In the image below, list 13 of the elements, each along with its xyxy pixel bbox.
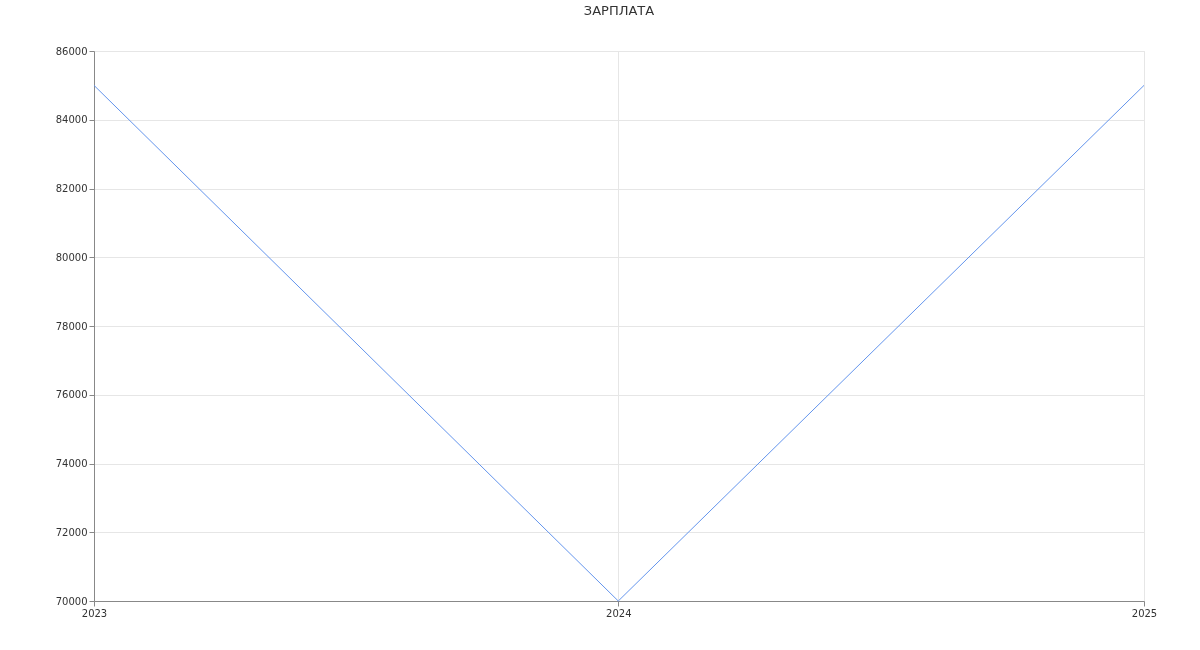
y-tick-label: 84000: [55, 114, 88, 126]
x-tick-label: 2025: [1131, 607, 1158, 619]
y-tick-label: 78000: [55, 320, 88, 332]
y-tick-label: 82000: [55, 183, 88, 194]
y-tick-label: 86000: [55, 45, 88, 57]
y-tick-label: 76000: [55, 389, 88, 401]
y-tick-label: 72000: [55, 526, 88, 538]
x-tick-label: 2023: [81, 607, 108, 619]
x-tick-label: 2024: [606, 607, 632, 619]
chart-title: ЗАРПЛАТА: [583, 3, 655, 18]
y-tick-label: 70000: [55, 595, 88, 607]
y-tick-label: 74000: [55, 458, 88, 469]
y-tick-label: 80000: [55, 251, 88, 263]
